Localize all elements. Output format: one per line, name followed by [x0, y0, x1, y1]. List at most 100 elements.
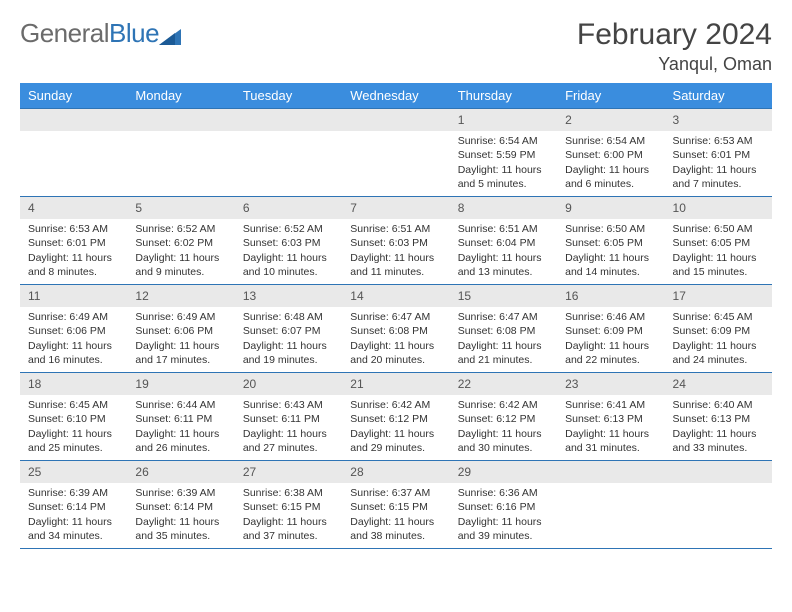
- day-content: Sunrise: 6:43 AMSunset: 6:11 PMDaylight:…: [235, 395, 342, 459]
- day-content: [557, 483, 664, 490]
- day-line: Daylight: 11 hours and 39 minutes.: [458, 515, 549, 543]
- day-number: [235, 109, 342, 131]
- day-line: Sunset: 6:00 PM: [565, 148, 656, 162]
- day-content: Sunrise: 6:49 AMSunset: 6:06 PMDaylight:…: [20, 307, 127, 371]
- calendar-cell: 23Sunrise: 6:41 AMSunset: 6:13 PMDayligh…: [557, 373, 664, 461]
- calendar-cell: 16Sunrise: 6:46 AMSunset: 6:09 PMDayligh…: [557, 285, 664, 373]
- calendar-cell: 8Sunrise: 6:51 AMSunset: 6:04 PMDaylight…: [450, 197, 557, 285]
- day-content: Sunrise: 6:54 AMSunset: 6:00 PMDaylight:…: [557, 131, 664, 195]
- day-line: Sunset: 6:13 PM: [673, 412, 764, 426]
- day-content: Sunrise: 6:50 AMSunset: 6:05 PMDaylight:…: [557, 219, 664, 283]
- day-line: Sunset: 6:03 PM: [243, 236, 334, 250]
- day-line: Daylight: 11 hours and 19 minutes.: [243, 339, 334, 367]
- day-content: [20, 131, 127, 138]
- day-line: Daylight: 11 hours and 35 minutes.: [135, 515, 226, 543]
- day-line: Daylight: 11 hours and 33 minutes.: [673, 427, 764, 455]
- calendar-cell: 17Sunrise: 6:45 AMSunset: 6:09 PMDayligh…: [665, 285, 772, 373]
- day-content: [342, 131, 449, 138]
- day-number: 8: [450, 197, 557, 219]
- calendar-week-row: 25Sunrise: 6:39 AMSunset: 6:14 PMDayligh…: [20, 461, 772, 549]
- logo-text-blue: Blue: [109, 18, 159, 48]
- day-line: Daylight: 11 hours and 26 minutes.: [135, 427, 226, 455]
- day-line: Daylight: 11 hours and 38 minutes.: [350, 515, 441, 543]
- day-line: Daylight: 11 hours and 20 minutes.: [350, 339, 441, 367]
- day-line: Daylight: 11 hours and 31 minutes.: [565, 427, 656, 455]
- calendar-cell: 26Sunrise: 6:39 AMSunset: 6:14 PMDayligh…: [127, 461, 234, 549]
- day-line: Sunset: 6:08 PM: [350, 324, 441, 338]
- day-number: 7: [342, 197, 449, 219]
- day-content: Sunrise: 6:39 AMSunset: 6:14 PMDaylight:…: [127, 483, 234, 547]
- day-line: Sunset: 6:05 PM: [673, 236, 764, 250]
- day-number: [557, 461, 664, 483]
- day-line: Sunset: 6:07 PM: [243, 324, 334, 338]
- day-line: Sunrise: 6:47 AM: [458, 310, 549, 324]
- day-number: 26: [127, 461, 234, 483]
- day-number: 16: [557, 285, 664, 307]
- calendar-cell: 22Sunrise: 6:42 AMSunset: 6:12 PMDayligh…: [450, 373, 557, 461]
- day-number: 9: [557, 197, 664, 219]
- day-content: Sunrise: 6:47 AMSunset: 6:08 PMDaylight:…: [342, 307, 449, 371]
- calendar-week-row: 4Sunrise: 6:53 AMSunset: 6:01 PMDaylight…: [20, 197, 772, 285]
- weekday-header: Saturday: [665, 83, 772, 109]
- day-line: Sunset: 6:10 PM: [28, 412, 119, 426]
- day-number: 20: [235, 373, 342, 395]
- day-number: 23: [557, 373, 664, 395]
- day-number: 19: [127, 373, 234, 395]
- calendar-cell: 25Sunrise: 6:39 AMSunset: 6:14 PMDayligh…: [20, 461, 127, 549]
- calendar-cell: 5Sunrise: 6:52 AMSunset: 6:02 PMDaylight…: [127, 197, 234, 285]
- day-line: Sunrise: 6:43 AM: [243, 398, 334, 412]
- day-number: 2: [557, 109, 664, 131]
- calendar-cell: [342, 109, 449, 197]
- day-line: Sunrise: 6:50 AM: [565, 222, 656, 236]
- location: Yanqul, Oman: [577, 54, 772, 75]
- day-line: Sunrise: 6:49 AM: [135, 310, 226, 324]
- day-line: Sunset: 6:05 PM: [565, 236, 656, 250]
- day-line: Daylight: 11 hours and 22 minutes.: [565, 339, 656, 367]
- calendar-cell: 6Sunrise: 6:52 AMSunset: 6:03 PMDaylight…: [235, 197, 342, 285]
- day-number: 17: [665, 285, 772, 307]
- calendar-cell: 3Sunrise: 6:53 AMSunset: 6:01 PMDaylight…: [665, 109, 772, 197]
- title-block: February 2024 Yanqul, Oman: [577, 18, 772, 75]
- logo: GeneralBlue: [20, 18, 187, 49]
- day-line: Sunrise: 6:53 AM: [28, 222, 119, 236]
- calendar-week-row: 18Sunrise: 6:45 AMSunset: 6:10 PMDayligh…: [20, 373, 772, 461]
- day-content: Sunrise: 6:51 AMSunset: 6:04 PMDaylight:…: [450, 219, 557, 283]
- calendar-cell: 21Sunrise: 6:42 AMSunset: 6:12 PMDayligh…: [342, 373, 449, 461]
- day-content: Sunrise: 6:45 AMSunset: 6:09 PMDaylight:…: [665, 307, 772, 371]
- day-line: Sunset: 6:14 PM: [135, 500, 226, 514]
- day-number: 24: [665, 373, 772, 395]
- day-line: Daylight: 11 hours and 29 minutes.: [350, 427, 441, 455]
- day-line: Daylight: 11 hours and 6 minutes.: [565, 163, 656, 191]
- calendar-cell: [557, 461, 664, 549]
- day-line: Daylight: 11 hours and 10 minutes.: [243, 251, 334, 279]
- day-line: Sunset: 6:15 PM: [350, 500, 441, 514]
- day-number: 3: [665, 109, 772, 131]
- day-line: Sunrise: 6:45 AM: [673, 310, 764, 324]
- day-content: Sunrise: 6:38 AMSunset: 6:15 PMDaylight:…: [235, 483, 342, 547]
- logo-text-gray: General: [20, 18, 109, 48]
- day-line: Sunrise: 6:41 AM: [565, 398, 656, 412]
- day-line: Daylight: 11 hours and 17 minutes.: [135, 339, 226, 367]
- day-line: Sunset: 6:11 PM: [135, 412, 226, 426]
- day-line: Daylight: 11 hours and 5 minutes.: [458, 163, 549, 191]
- day-number: 12: [127, 285, 234, 307]
- day-content: [127, 131, 234, 138]
- logo-text: GeneralBlue: [20, 18, 159, 49]
- day-number: [20, 109, 127, 131]
- day-number: 28: [342, 461, 449, 483]
- day-content: Sunrise: 6:44 AMSunset: 6:11 PMDaylight:…: [127, 395, 234, 459]
- calendar-cell: [235, 109, 342, 197]
- day-line: Daylight: 11 hours and 21 minutes.: [458, 339, 549, 367]
- day-line: Daylight: 11 hours and 11 minutes.: [350, 251, 441, 279]
- calendar-cell: 24Sunrise: 6:40 AMSunset: 6:13 PMDayligh…: [665, 373, 772, 461]
- logo-sail-icon: [159, 27, 187, 47]
- day-line: Sunrise: 6:45 AM: [28, 398, 119, 412]
- calendar-cell: 10Sunrise: 6:50 AMSunset: 6:05 PMDayligh…: [665, 197, 772, 285]
- day-line: Sunset: 6:03 PM: [350, 236, 441, 250]
- day-line: Sunset: 6:01 PM: [28, 236, 119, 250]
- day-line: Daylight: 11 hours and 14 minutes.: [565, 251, 656, 279]
- day-number: 22: [450, 373, 557, 395]
- day-line: Daylight: 11 hours and 16 minutes.: [28, 339, 119, 367]
- month-title: February 2024: [577, 18, 772, 52]
- day-line: Daylight: 11 hours and 27 minutes.: [243, 427, 334, 455]
